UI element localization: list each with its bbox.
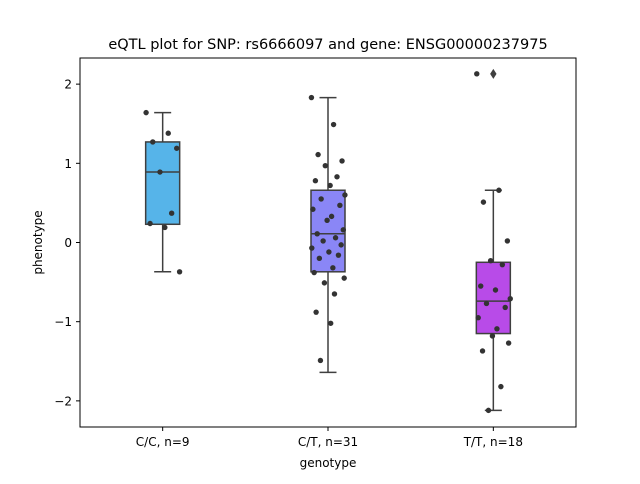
data-point-tt-15	[479, 348, 486, 354]
box-cc	[144, 141, 181, 226]
data-point-ct-6	[312, 178, 319, 184]
data-point-tt-11	[475, 315, 481, 321]
data-point-cc-8	[176, 269, 183, 275]
data-point-ct-21	[335, 252, 342, 258]
data-point-tt-6	[478, 283, 484, 289]
data-point-ct-8	[342, 192, 348, 198]
data-point-ct-19	[309, 245, 315, 251]
data-point-ct-12	[328, 213, 335, 220]
data-point-ct-7	[327, 182, 333, 189]
data-point-ct-11	[310, 206, 316, 212]
data-point-ct-2	[315, 151, 321, 158]
y-tick-label-1: −1	[54, 315, 72, 329]
data-point-ct-15	[314, 231, 320, 237]
data-point-ct-27	[331, 291, 338, 297]
data-point-tt-0	[474, 71, 480, 77]
data-point-ct-17	[320, 238, 326, 244]
data-point-tt-4	[487, 258, 494, 264]
data-point-cc-1	[165, 130, 171, 136]
data-point-ct-20	[326, 249, 332, 255]
data-point-tt-7	[492, 287, 499, 293]
data-point-cc-5	[168, 210, 175, 216]
data-point-cc-3	[174, 145, 180, 151]
data-point-ct-0	[308, 94, 315, 101]
data-point-ct-5	[334, 174, 340, 180]
data-point-tt-10	[502, 304, 508, 311]
x-tick-label-tt: T/T, n=18	[463, 435, 523, 449]
y-axis: −2 −1 0 1 2	[54, 78, 80, 408]
data-point-ct-13	[324, 217, 330, 224]
data-point-cc-2	[150, 139, 156, 145]
y-tick-label-3: 1	[64, 157, 72, 171]
data-point-ct-14	[340, 227, 346, 233]
data-point-tt-17	[485, 407, 492, 414]
data-point-cc-0	[143, 109, 149, 116]
data-point-ct-22	[316, 255, 323, 262]
data-point-ct-10	[337, 202, 343, 208]
data-point-tt-13	[489, 333, 496, 339]
data-point-tt-3	[504, 238, 511, 244]
y-tick-label-0: −2	[54, 394, 72, 408]
data-point-ct-25	[341, 275, 347, 281]
data-point-ct-26	[321, 280, 328, 286]
y-tick-label-2: 0	[64, 236, 72, 250]
box-tt	[475, 261, 512, 335]
box-ct	[310, 189, 346, 273]
data-point-cc-4	[157, 169, 163, 175]
data-point-ct-18	[338, 242, 344, 248]
data-point-ct-16	[332, 235, 339, 241]
y-axis-label: phenotype	[31, 210, 45, 274]
y-tick-label-4: 2	[64, 78, 72, 92]
data-point-ct-23	[330, 265, 336, 271]
data-point-tt-16	[498, 383, 504, 390]
data-point-ct-9	[318, 196, 324, 202]
chart-title: eQTL plot for SNP: rs6666097 and gene: E…	[108, 37, 547, 53]
data-point-tt-14	[505, 340, 512, 346]
data-point-ct-30	[317, 357, 324, 364]
data-point-ct-24	[311, 269, 317, 276]
data-point-ct-3	[339, 158, 345, 164]
data-point-cc-6	[147, 220, 153, 227]
data-point-tt-1	[496, 187, 502, 193]
data-point-tt-8	[507, 296, 513, 302]
data-point-tt-5	[499, 261, 506, 268]
data-point-ct-28	[313, 309, 319, 315]
data-point-tt-9	[483, 300, 490, 307]
data-point-ct-29	[328, 320, 334, 326]
x-axis: C/C, n=9 C/T, n=31 T/T, n=18	[136, 427, 523, 449]
data-point-ct-4	[322, 162, 328, 169]
data-point-tt-2	[480, 199, 487, 205]
data-point-cc-7	[162, 224, 168, 231]
data-point-ct-1	[330, 121, 337, 128]
data-point-tt-12	[494, 326, 500, 332]
x-axis-label: genotype	[300, 456, 357, 470]
x-tick-label-ct: C/T, n=31	[298, 435, 358, 449]
x-tick-label-cc: C/C, n=9	[136, 435, 190, 449]
points-layer	[143, 71, 513, 414]
outlier-marker-tt-0	[490, 68, 497, 79]
